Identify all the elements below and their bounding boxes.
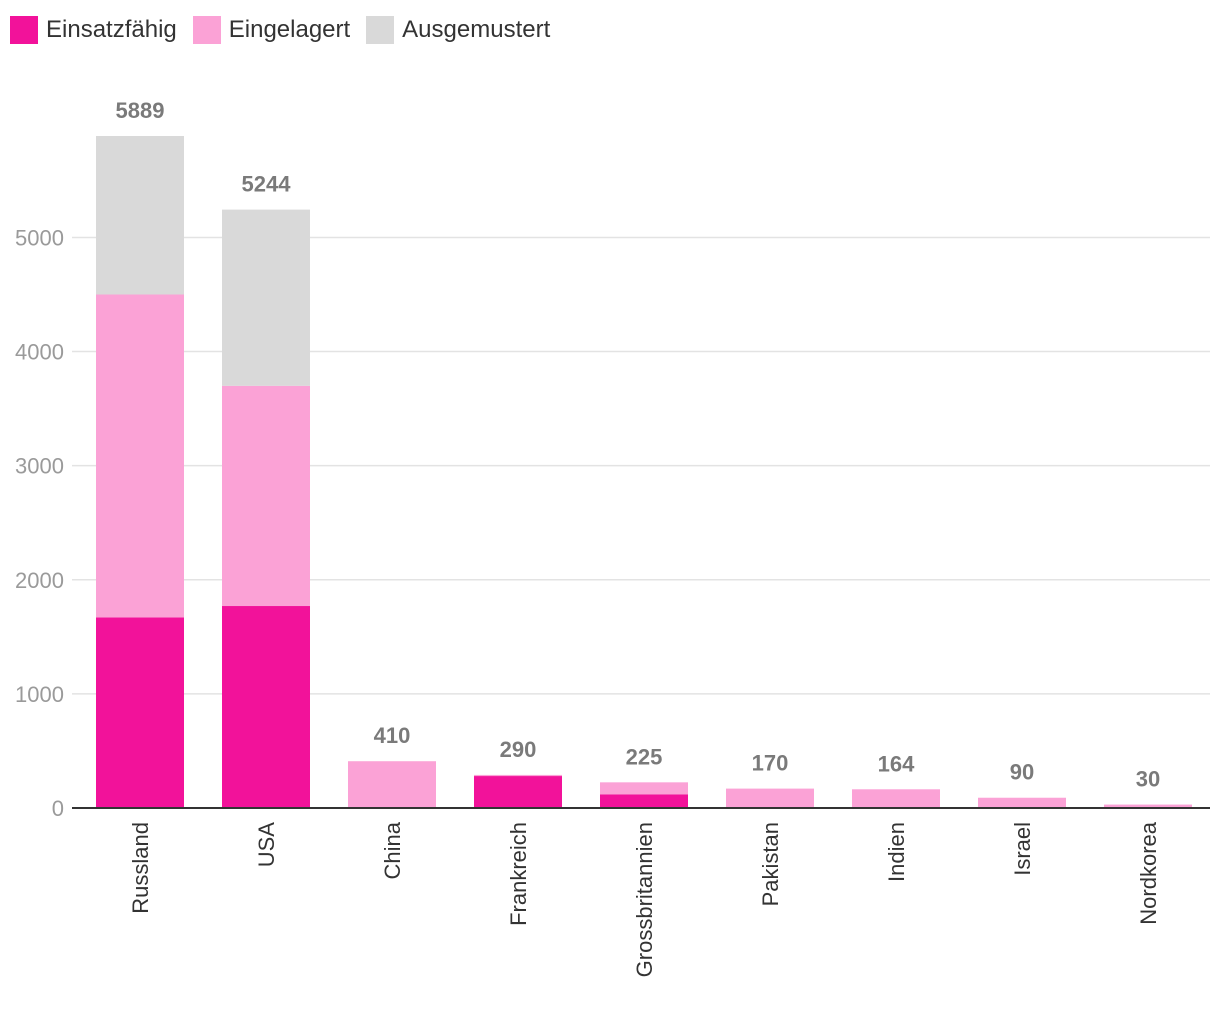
x-label-nordkorea: Nordkorea bbox=[1136, 821, 1161, 924]
bar-pakistan-eingelagert bbox=[726, 788, 814, 808]
bar-usa-einsatzfhig bbox=[222, 606, 310, 808]
x-label-frankreich: Frankreich bbox=[506, 822, 531, 926]
bar-israel-eingelagert bbox=[978, 797, 1066, 808]
bar-usa-ausgemustert bbox=[222, 209, 310, 386]
legend-swatch-eingelagert bbox=[192, 16, 221, 44]
total-label-pakistan: 170 bbox=[752, 751, 789, 776]
bar-russland-einsatzfhig bbox=[96, 617, 184, 808]
bar-china-eingelagert bbox=[348, 761, 436, 808]
bar-indien-eingelagert bbox=[852, 789, 940, 808]
y-tick-label-0: 0 bbox=[52, 796, 64, 821]
bar-grossbritannien-einsatzfhig bbox=[600, 794, 688, 808]
legend-item-ausgemustert[interactable]: Ausgemustert bbox=[366, 16, 550, 44]
x-label-usa: USA bbox=[254, 822, 279, 868]
x-axis-labels: Russland USA China Frankreich Grossbritannie… bbox=[128, 821, 1161, 977]
bar-frankreich-eingelagert bbox=[474, 774, 562, 777]
y-tick-label-5000: 5000 bbox=[15, 225, 64, 250]
bar-usa-eingelagert bbox=[222, 385, 310, 607]
y-axis-ticks: 0 1000 2000 3000 4000 5000 bbox=[15, 225, 64, 821]
total-label-nordkorea: 30 bbox=[1136, 767, 1160, 792]
bar-nordkorea-eingelagert bbox=[1104, 804, 1192, 808]
legend: Einsatzfähig Eingelagert Ausgemustert bbox=[10, 14, 566, 46]
legend-label-einsatzfaehig: Einsatzfähig bbox=[46, 16, 177, 43]
bar-frankreich-einsatzfhig bbox=[474, 776, 562, 808]
x-label-grossbritannien: Grossbritannien bbox=[632, 822, 657, 977]
x-label-pakistan: Pakistan bbox=[758, 822, 783, 906]
x-label-israel: Israel bbox=[1010, 822, 1035, 876]
total-label-frankreich: 290 bbox=[500, 737, 537, 762]
total-label-indien: 164 bbox=[878, 751, 915, 776]
legend-swatch-einsatzfaehig bbox=[10, 16, 38, 44]
bar-russland-eingelagert bbox=[96, 294, 184, 618]
legend-item-eingelagert[interactable]: Eingelagert bbox=[192, 16, 351, 44]
bar-grossbritannien-eingelagert bbox=[600, 782, 688, 795]
legend-label-ausgemustert: Ausgemustert bbox=[402, 16, 551, 43]
x-label-indien: Indien bbox=[884, 822, 909, 882]
x-label-china: China bbox=[380, 821, 405, 879]
total-label-grossbritannien: 225 bbox=[626, 744, 663, 769]
y-tick-label-2000: 2000 bbox=[15, 568, 64, 593]
y-tick-label-1000: 1000 bbox=[15, 682, 64, 707]
bars bbox=[96, 136, 1192, 808]
legend-swatch-ausgemustert bbox=[366, 16, 395, 44]
y-tick-label-4000: 4000 bbox=[15, 340, 64, 365]
legend-item-einsatzfaehig[interactable]: Einsatzfähig bbox=[10, 16, 177, 44]
bar-russland-ausgemustert bbox=[96, 136, 184, 295]
total-label-russland: 5889 bbox=[116, 98, 165, 123]
legend-label-eingelagert: Eingelagert bbox=[228, 16, 351, 43]
x-label-russland: Russland bbox=[128, 822, 153, 914]
total-label-israel: 90 bbox=[1010, 760, 1034, 785]
y-tick-label-3000: 3000 bbox=[15, 454, 64, 479]
total-label-usa: 5244 bbox=[242, 172, 292, 197]
total-labels: 5889 5244 410 290 225 170 164 90 30 bbox=[116, 98, 1161, 792]
total-label-china: 410 bbox=[374, 723, 411, 748]
